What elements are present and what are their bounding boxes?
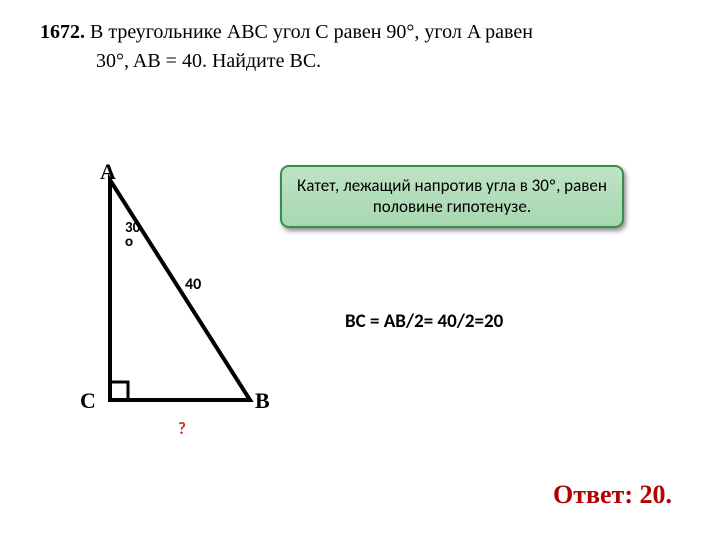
calculation-text: BC = AB/2= 40/2=20 <box>345 310 503 333</box>
unknown-side-label: ? <box>178 418 186 439</box>
right-angle-icon <box>110 382 128 400</box>
problem-line2: 30°, AB = 40. Найдите BC. <box>40 47 680 76</box>
problem-number: 1672. <box>40 21 85 43</box>
answer-label: Ответ: <box>553 480 640 509</box>
answer-value: 20. <box>640 480 673 509</box>
angle-a-degree: o <box>125 233 133 251</box>
angle-a-label: 30 o <box>125 222 140 249</box>
triangle-shape <box>110 180 250 400</box>
answer: Ответ: 20. <box>553 480 672 510</box>
rule-callout: Катет, лежащий напротив угла в 30º, раве… <box>280 165 624 228</box>
problem-statement: 1672. В треугольнике ABC угол C равен 90… <box>40 18 680 76</box>
problem-line1: В треугольнике ABC угол C равен 90°, уго… <box>85 21 533 43</box>
hypotenuse-label: 40 <box>185 275 201 294</box>
slide: 1672. В треугольнике ABC угол C равен 90… <box>0 0 720 540</box>
